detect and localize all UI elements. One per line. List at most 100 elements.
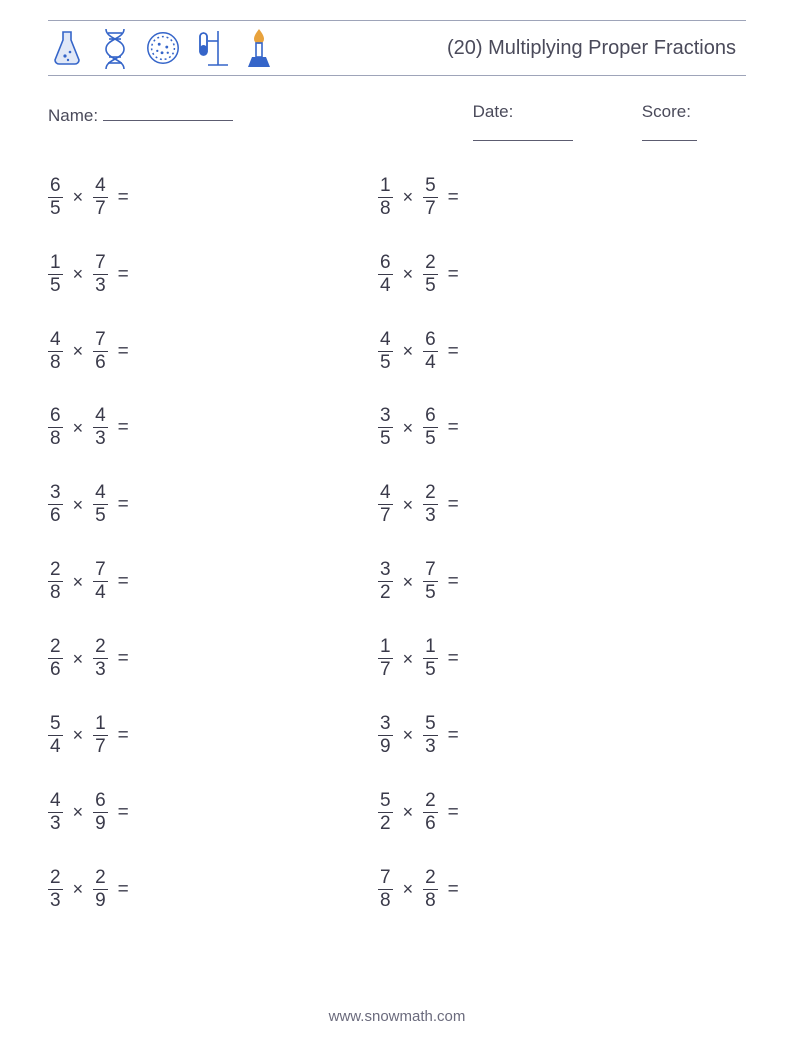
fraction-numerator: 2 — [48, 560, 63, 581]
fraction: 15 — [423, 637, 438, 680]
header-bar: (20) Multiplying Proper Fractions — [48, 20, 746, 76]
test-tube-stand-icon — [192, 27, 230, 69]
equals-sign: = — [444, 342, 459, 361]
fraction-numerator: 4 — [93, 406, 108, 427]
fraction: 54 — [48, 714, 63, 757]
fraction-denominator: 3 — [48, 812, 63, 834]
fraction: 29 — [93, 868, 108, 911]
fraction-denominator: 4 — [378, 274, 393, 296]
fraction: 65 — [48, 176, 63, 219]
fraction: 36 — [48, 483, 63, 526]
fraction: 23 — [423, 483, 438, 526]
name-blank[interactable] — [103, 102, 233, 121]
operator-multiply: × — [399, 573, 418, 591]
problem: 45×64= — [378, 330, 708, 373]
fraction-denominator: 5 — [423, 427, 438, 449]
fraction-denominator: 4 — [93, 581, 108, 603]
problem: 48×76= — [48, 330, 378, 373]
fraction-denominator: 7 — [378, 658, 393, 680]
fraction: 17 — [378, 637, 393, 680]
fraction-numerator: 5 — [423, 176, 438, 197]
equals-sign: = — [444, 803, 459, 822]
fraction-numerator: 5 — [423, 714, 438, 735]
fraction-numerator: 3 — [378, 406, 393, 427]
fraction: 64 — [378, 253, 393, 296]
fraction: 57 — [423, 176, 438, 219]
operator-multiply: × — [399, 419, 418, 437]
equals-sign: = — [444, 495, 459, 514]
header-icons — [48, 27, 278, 69]
problem: 64×25= — [378, 253, 708, 296]
meta-row: Name: Date: Score: — [48, 102, 746, 146]
score-blank[interactable] — [642, 122, 697, 141]
fraction-denominator: 9 — [93, 812, 108, 834]
fraction-numerator: 3 — [378, 714, 393, 735]
fraction: 17 — [93, 714, 108, 757]
fraction-denominator: 6 — [423, 812, 438, 834]
fraction: 35 — [378, 406, 393, 449]
fraction-numerator: 3 — [48, 483, 63, 504]
operator-multiply: × — [69, 573, 88, 591]
fraction-denominator: 8 — [48, 581, 63, 603]
operator-multiply: × — [69, 803, 88, 821]
operator-multiply: × — [399, 342, 418, 360]
fraction-numerator: 6 — [423, 406, 438, 427]
dna-icon — [96, 27, 134, 69]
fraction-numerator: 7 — [93, 253, 108, 274]
fraction-denominator: 5 — [423, 274, 438, 296]
fraction-denominator: 6 — [48, 504, 63, 526]
operator-multiply: × — [69, 342, 88, 360]
fraction-denominator: 3 — [48, 889, 63, 911]
fraction-denominator: 7 — [378, 504, 393, 526]
fraction-numerator: 4 — [93, 483, 108, 504]
fraction-numerator: 1 — [48, 253, 63, 274]
fraction-denominator: 2 — [378, 812, 393, 834]
equals-sign: = — [444, 265, 459, 284]
operator-multiply: × — [399, 880, 418, 898]
petri-dish-icon — [144, 27, 182, 69]
fraction-denominator: 5 — [423, 581, 438, 603]
fraction: 75 — [423, 560, 438, 603]
fraction-denominator: 3 — [423, 504, 438, 526]
date-blank[interactable] — [473, 122, 573, 141]
fraction-denominator: 7 — [93, 197, 108, 219]
fraction-numerator: 4 — [93, 176, 108, 197]
fraction-denominator: 6 — [93, 351, 108, 373]
problem: 68×43= — [48, 406, 378, 449]
fraction-numerator: 4 — [48, 791, 63, 812]
score-label: Score: — [642, 102, 691, 121]
equals-sign: = — [114, 572, 129, 591]
fraction: 26 — [423, 791, 438, 834]
problem: 43×69= — [48, 791, 378, 834]
fraction-denominator: 8 — [423, 889, 438, 911]
fraction-numerator: 1 — [378, 176, 393, 197]
problem: 36×45= — [48, 483, 378, 526]
fraction: 74 — [93, 560, 108, 603]
fraction-numerator: 7 — [93, 330, 108, 351]
fraction-numerator: 7 — [93, 560, 108, 581]
operator-multiply: × — [399, 803, 418, 821]
fraction-numerator: 2 — [423, 791, 438, 812]
problem: 78×28= — [378, 868, 708, 911]
fraction-denominator: 6 — [48, 658, 63, 680]
operator-multiply: × — [69, 880, 88, 898]
operator-multiply: × — [399, 726, 418, 744]
fraction-numerator: 1 — [423, 637, 438, 658]
equals-sign: = — [114, 880, 129, 899]
fraction: 43 — [93, 406, 108, 449]
problem: 39×53= — [378, 714, 708, 757]
fraction: 43 — [48, 791, 63, 834]
fraction: 47 — [93, 176, 108, 219]
fraction-denominator: 7 — [93, 735, 108, 757]
operator-multiply: × — [69, 496, 88, 514]
fraction: 26 — [48, 637, 63, 680]
fraction: 15 — [48, 253, 63, 296]
fraction-numerator: 6 — [48, 406, 63, 427]
equals-sign: = — [444, 880, 459, 899]
fraction-denominator: 4 — [48, 735, 63, 757]
fraction: 28 — [48, 560, 63, 603]
operator-multiply: × — [69, 188, 88, 206]
equals-sign: = — [114, 265, 129, 284]
problem: 18×57= — [378, 176, 708, 219]
fraction-numerator: 6 — [423, 330, 438, 351]
